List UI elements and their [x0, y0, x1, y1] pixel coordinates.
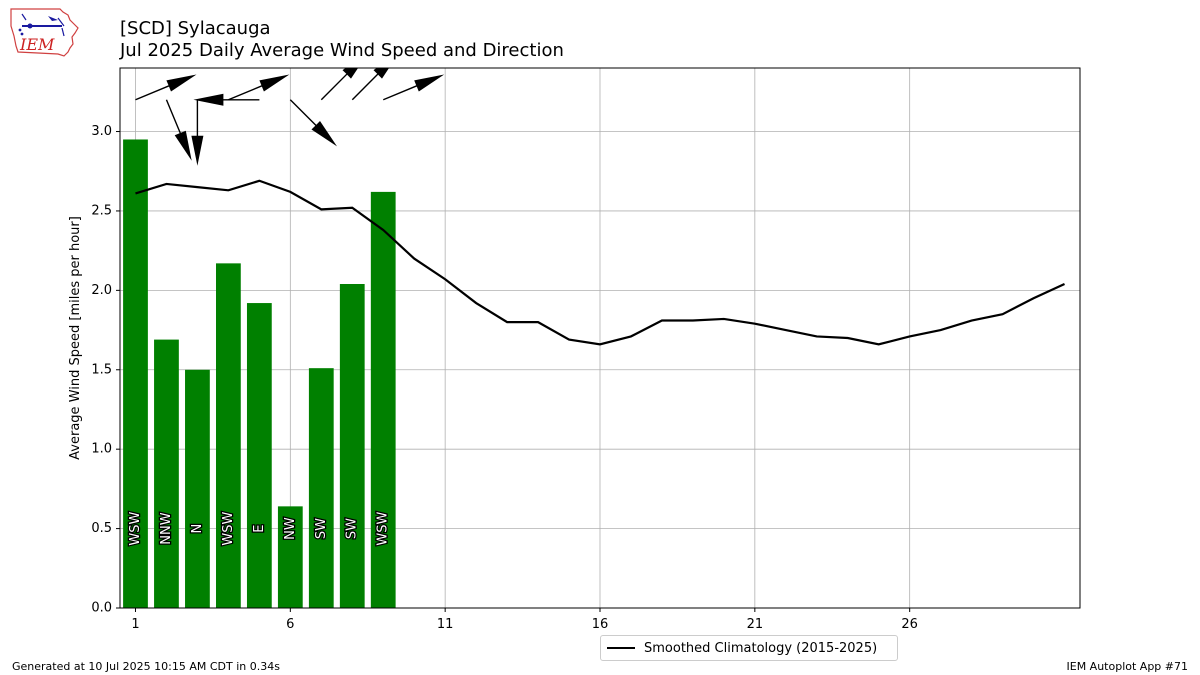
climatology-line	[135, 179, 1065, 346]
direction-label-day-9: WSW	[376, 511, 391, 545]
bar-day-5	[246, 303, 272, 608]
y-tick-label: 0.5	[91, 521, 112, 536]
direction-label-day-5: E	[252, 524, 267, 532]
footer-app: IEM Autoplot App #71	[1066, 660, 1189, 673]
x-tick-label: 16	[592, 617, 609, 632]
y-tick-label: 0.0	[91, 601, 112, 616]
y-tick-label: 1.5	[91, 362, 112, 377]
direction-label-day-7: SW	[314, 518, 329, 539]
wind-arrow-day-9	[383, 74, 445, 101]
direction-label-day-6: NW	[283, 517, 298, 540]
bar-day-9	[370, 191, 396, 608]
chart-title: [SCD] Sylacauga	[120, 18, 271, 39]
wind-arrow-day-3	[191, 99, 204, 166]
bar-day-1	[123, 139, 148, 608]
legend-line-swatch	[607, 647, 635, 649]
legend-label: Smoothed Climatology (2015-2025)	[644, 640, 878, 656]
x-tick-label: 21	[747, 617, 764, 632]
wind-arrow-day-1	[135, 74, 197, 101]
wind-arrows	[135, 68, 445, 166]
bar-day-2	[154, 339, 179, 608]
direction-label-day-3: N	[190, 524, 205, 534]
x-tick-label: 6	[286, 617, 294, 632]
bar-day-6	[277, 506, 303, 608]
bar-day-8	[339, 284, 365, 608]
bar-day-4	[216, 263, 241, 608]
footer-generated: Generated at 10 Jul 2025 10:15 AM CDT in…	[12, 660, 280, 673]
wind-arrow-day-7	[320, 68, 359, 101]
wind-arrow-day-5	[193, 93, 260, 106]
y-tick-label: 2.0	[91, 283, 112, 298]
x-tick-label: 1	[131, 617, 139, 632]
y-tick-label: 2.5	[91, 203, 112, 218]
wind-arrow-day-6	[289, 99, 337, 147]
y-axis-label: Average Wind Speed [miles per hour]	[68, 216, 83, 460]
bar-day-7	[308, 368, 334, 608]
x-tick-label: 11	[437, 617, 454, 632]
legend: Smoothed Climatology (2015-2025)	[600, 635, 898, 661]
chart-subtitle: Jul 2025 Daily Average Wind Speed and Di…	[120, 40, 564, 61]
logo-text: IEM	[19, 35, 55, 54]
y-tick-label: 3.0	[91, 124, 112, 139]
direction-label-day-8: SW	[345, 518, 360, 539]
y-tick-label: 1.0	[91, 442, 112, 457]
wind-arrow-day-4	[228, 74, 290, 101]
direction-label-day-2: NNW	[159, 512, 174, 544]
bar-day-3	[185, 369, 210, 608]
x-tick-label: 26	[901, 617, 918, 632]
iem-logo: IEM	[10, 8, 79, 57]
direction-label-day-1: WSW	[128, 511, 143, 545]
wind-arrow-day-8	[351, 68, 390, 101]
direction-label-day-4: WSW	[221, 511, 236, 545]
wind-arrow-day-2	[165, 99, 192, 161]
